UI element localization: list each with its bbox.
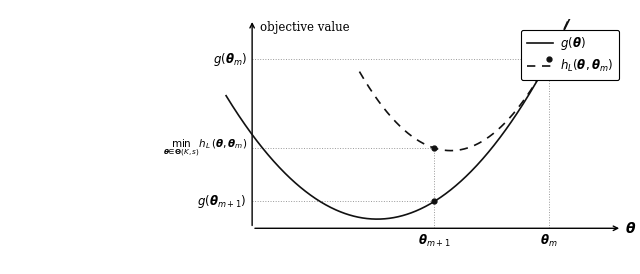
Text: $\boldsymbol{\theta}_{m+1}$: $\boldsymbol{\theta}_{m+1}$ [418, 233, 451, 249]
Text: $\min_{\boldsymbol{\theta}\in\boldsymbol{\Theta}(K,s)} h_L(\boldsymbol{\theta}, : $\min_{\boldsymbol{\theta}\in\boldsymbol… [163, 138, 247, 159]
Text: $\boldsymbol{\theta}_m$: $\boldsymbol{\theta}_m$ [540, 233, 558, 249]
Text: objective value: objective value [260, 21, 350, 34]
Text: $g(\boldsymbol{\theta}_m)$: $g(\boldsymbol{\theta}_m)$ [212, 51, 247, 68]
Text: $g(\boldsymbol{\theta}_{m+1})$: $g(\boldsymbol{\theta}_{m+1})$ [197, 193, 247, 210]
Legend: $g(\boldsymbol{\theta})$, $h_L(\boldsymbol{\theta}, \boldsymbol{\theta}_m)$: $g(\boldsymbol{\theta})$, $h_L(\boldsymb… [521, 30, 619, 80]
Text: $\boldsymbol{\theta}$: $\boldsymbol{\theta}$ [625, 221, 636, 236]
